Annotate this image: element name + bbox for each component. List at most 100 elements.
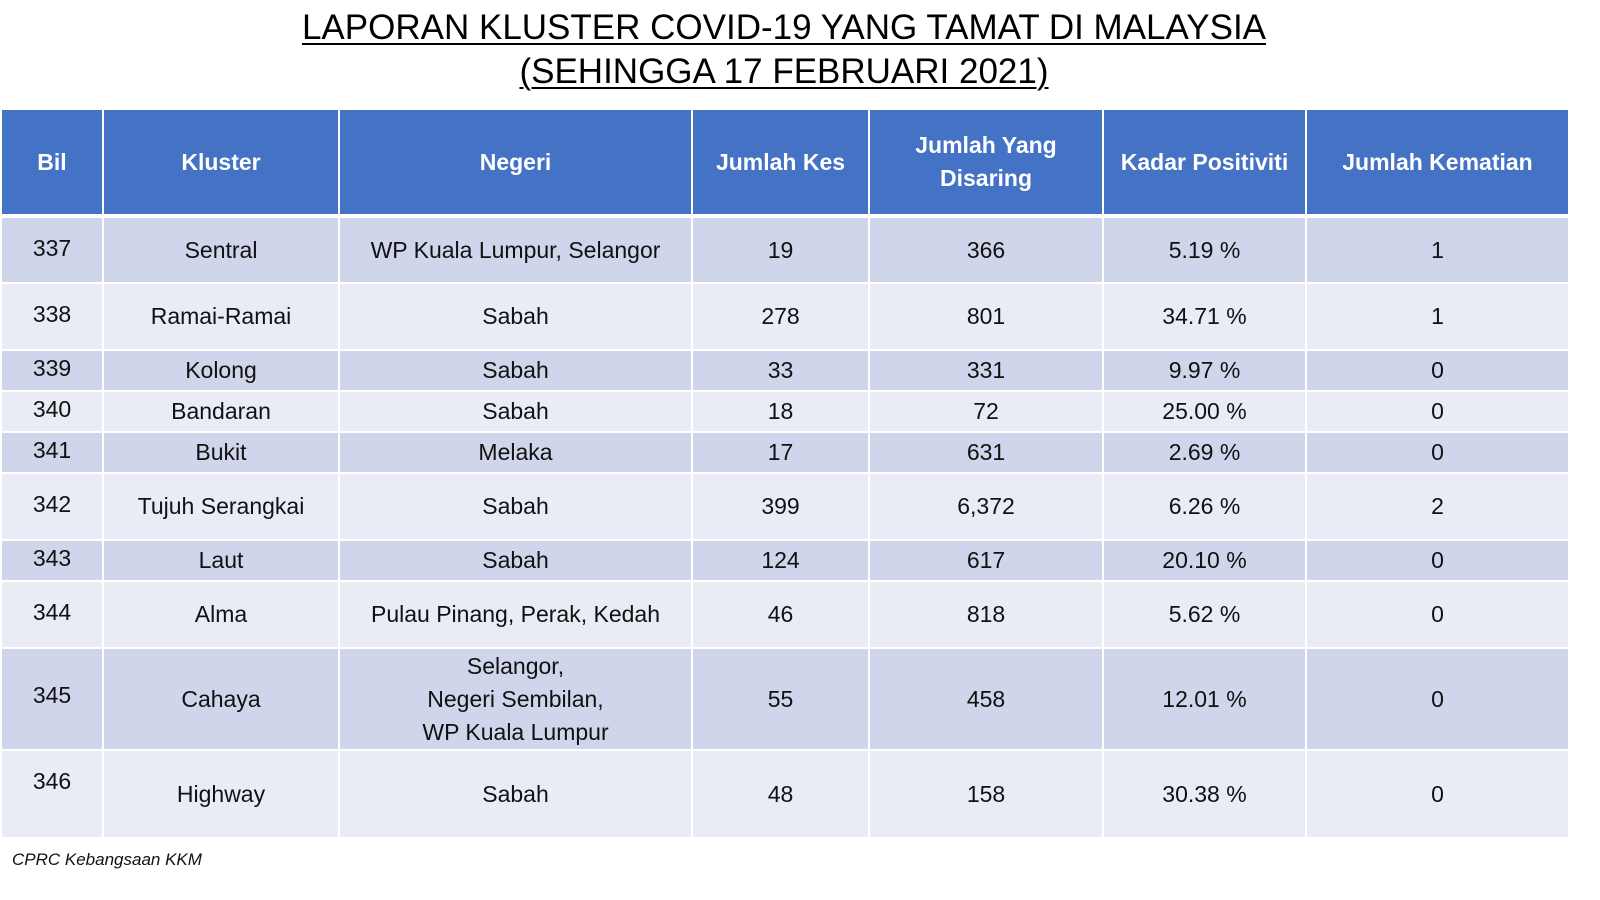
cell-jumlah-kes: 124 bbox=[691, 539, 870, 582]
cell-jumlah-kes: 46 bbox=[691, 580, 870, 649]
cell-jumlah-kes: 399 bbox=[691, 472, 870, 541]
cell-bil: 340 bbox=[0, 390, 104, 433]
cell-jumlah-kematian: 0 bbox=[1305, 431, 1570, 474]
cell-kluster: Laut bbox=[102, 539, 340, 582]
table-row: 339 Kolong Sabah 33 331 9.97 % 0 bbox=[0, 349, 1570, 392]
cell-jumlah-kematian: 0 bbox=[1305, 580, 1570, 649]
report-title: LAPORAN KLUSTER COVID-19 YANG TAMAT DI M… bbox=[0, 6, 1568, 94]
cell-jumlah-kematian: 0 bbox=[1305, 749, 1570, 839]
cell-jumlah-kes: 18 bbox=[691, 390, 870, 433]
cell-bil-value: 342 bbox=[32, 491, 72, 517]
cell-jumlah-disaring: 631 bbox=[868, 431, 1104, 474]
cell-negeri: Selangor, Negeri Sembilan, WP Kuala Lumpur bbox=[338, 647, 693, 751]
cell-bil: 338 bbox=[0, 282, 104, 351]
cell-bil-value: 337 bbox=[32, 235, 72, 261]
cell-negeri-line: WP Kuala Lumpur bbox=[422, 718, 609, 745]
cell-jumlah-kes: 48 bbox=[691, 749, 870, 839]
cell-bil-value: 339 bbox=[32, 355, 72, 381]
table-row: 338 Ramai-Ramai Sabah 278 801 34.71 % 1 bbox=[0, 282, 1570, 351]
cell-kluster: Bandaran bbox=[102, 390, 340, 433]
header-jumlah-disaring-line2: Disaring bbox=[939, 165, 1033, 191]
cell-bil-value: 346 bbox=[32, 768, 72, 794]
cell-kluster: Tujuh Serangkai bbox=[102, 472, 340, 541]
table-row: 345 Cahaya Selangor, Negeri Sembilan, WP Kua… bbox=[0, 647, 1570, 751]
cell-bil: 346 bbox=[0, 749, 104, 839]
table-row: 344 Alma Pulau Pinang, Perak, Kedah 46 818 5.… bbox=[0, 580, 1570, 649]
table-header-row: Bil Kluster Negeri Jumlah Kes Jumlah Yan… bbox=[0, 108, 1570, 218]
cell-kadar-positiviti: 2.69 % bbox=[1102, 431, 1307, 474]
cell-negeri-line: Sabah bbox=[482, 493, 549, 519]
cell-bil: 341 bbox=[0, 431, 104, 474]
cell-kluster: Alma bbox=[102, 580, 340, 649]
cell-jumlah-disaring: 158 bbox=[868, 749, 1104, 839]
table-row: 340 Bandaran Sabah 18 72 25.00 % 0 bbox=[0, 390, 1570, 433]
cell-jumlah-kes: 278 bbox=[691, 282, 870, 351]
cell-kadar-positiviti: 12.01 % bbox=[1102, 647, 1307, 751]
cell-negeri-line: Pulau Pinang, Perak, Kedah bbox=[371, 601, 660, 627]
cell-bil-value: 345 bbox=[32, 682, 72, 708]
cell-negeri-line: Selangor, bbox=[466, 652, 565, 679]
cell-jumlah-kes: 33 bbox=[691, 349, 870, 392]
table-row: 346 Highway Sabah 48 158 30.38 % 0 bbox=[0, 749, 1570, 839]
cell-jumlah-kes: 19 bbox=[691, 215, 870, 284]
table-row: 343 Laut Sabah 124 617 20.10 % 0 bbox=[0, 539, 1570, 582]
cell-negeri: Pulau Pinang, Perak, Kedah bbox=[338, 580, 693, 649]
cell-kadar-positiviti: 5.62 % bbox=[1102, 580, 1307, 649]
cell-negeri-line: Sabah bbox=[482, 780, 549, 807]
header-jumlah-kematian: Jumlah Kematian bbox=[1305, 108, 1570, 218]
cell-kluster: Kolong bbox=[102, 349, 340, 392]
cell-jumlah-kematian: 0 bbox=[1305, 647, 1570, 751]
header-kadar-positiviti: Kadar Positiviti bbox=[1102, 108, 1307, 218]
header-negeri: Negeri bbox=[338, 108, 693, 218]
cell-jumlah-disaring: 818 bbox=[868, 580, 1104, 649]
cell-kadar-positiviti: 34.71 % bbox=[1102, 282, 1307, 351]
cell-bil: 339 bbox=[0, 349, 104, 392]
cell-jumlah-disaring: 801 bbox=[868, 282, 1104, 351]
cell-bil: 337 bbox=[0, 215, 104, 284]
cell-negeri: Sabah bbox=[338, 749, 693, 839]
cell-jumlah-kes: 17 bbox=[691, 431, 870, 474]
table-body: 337 Sentral WP Kuala Lumpur, Selangor 19 366… bbox=[0, 215, 1570, 839]
cell-kluster: Sentral bbox=[102, 215, 340, 284]
cell-kluster: Highway bbox=[102, 749, 340, 839]
cell-negeri: Melaka bbox=[338, 431, 693, 474]
cell-jumlah-disaring: 6,372 bbox=[868, 472, 1104, 541]
cell-jumlah-disaring: 458 bbox=[868, 647, 1104, 751]
title-line-2: (SEHINGGA 17 FEBRUARI 2021) bbox=[519, 52, 1049, 91]
cell-kadar-positiviti: 6.26 % bbox=[1102, 472, 1307, 541]
cell-bil: 344 bbox=[0, 580, 104, 649]
header-jumlah-disaring: Jumlah Yang Disaring bbox=[868, 108, 1104, 218]
cell-bil: 345 bbox=[0, 647, 104, 751]
table-row: 341 Bukit Melaka 17 631 2.69 % 0 bbox=[0, 431, 1570, 474]
cell-kadar-positiviti: 9.97 % bbox=[1102, 349, 1307, 392]
cell-negeri-line: Sabah bbox=[482, 303, 549, 329]
cell-jumlah-kematian: 1 bbox=[1305, 282, 1570, 351]
cell-negeri-line: Melaka bbox=[478, 439, 553, 465]
cell-kluster: Bukit bbox=[102, 431, 340, 474]
cell-jumlah-disaring: 72 bbox=[868, 390, 1104, 433]
cell-kluster: Ramai-Ramai bbox=[102, 282, 340, 351]
cell-negeri-line: Sabah bbox=[482, 398, 549, 424]
cell-jumlah-kematian: 1 bbox=[1305, 215, 1570, 284]
cell-bil-value: 341 bbox=[32, 437, 72, 463]
cluster-table: Bil Kluster Negeri Jumlah Kes Jumlah Yan… bbox=[0, 108, 1570, 839]
cell-jumlah-kematian: 0 bbox=[1305, 539, 1570, 582]
cell-jumlah-kematian: 0 bbox=[1305, 349, 1570, 392]
header-jumlah-disaring-line1: Jumlah Yang bbox=[915, 132, 1057, 158]
cell-jumlah-kes: 55 bbox=[691, 647, 870, 751]
cell-negeri-line: WP Kuala Lumpur, Selangor bbox=[370, 236, 661, 263]
cell-kadar-positiviti: 25.00 % bbox=[1102, 390, 1307, 433]
cell-negeri: WP Kuala Lumpur, Selangor bbox=[338, 215, 693, 284]
cell-bil: 343 bbox=[0, 539, 104, 582]
header-kluster: Kluster bbox=[102, 108, 340, 218]
cell-bil-value: 343 bbox=[32, 545, 72, 571]
title-line-1: LAPORAN KLUSTER COVID-19 YANG TAMAT DI M… bbox=[301, 8, 1267, 47]
cell-jumlah-disaring: 617 bbox=[868, 539, 1104, 582]
cell-negeri-line: Negeri Sembilan, bbox=[427, 685, 604, 712]
cell-negeri: Sabah bbox=[338, 282, 693, 351]
header-jumlah-kes: Jumlah Kes bbox=[691, 108, 870, 218]
source-footer: CPRC Kebangsaan KKM bbox=[12, 850, 202, 869]
table-row: 342 Tujuh Serangkai Sabah 399 6,372 6.26 % 2 bbox=[0, 472, 1570, 541]
cell-jumlah-disaring: 331 bbox=[868, 349, 1104, 392]
cell-bil-value: 338 bbox=[32, 301, 72, 327]
